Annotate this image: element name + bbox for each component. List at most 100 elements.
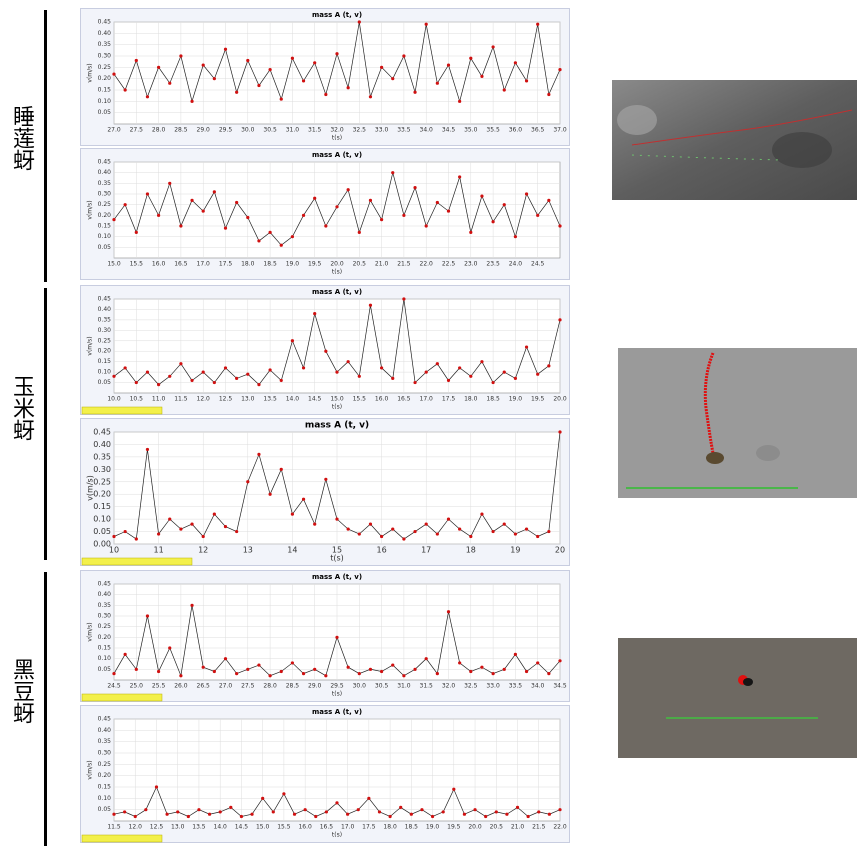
data-point [239,814,244,819]
y-tick-label: 0.05 [98,806,112,813]
aphid [743,678,753,686]
y-tick-label: 0.40 [98,306,112,313]
photo [618,638,857,758]
y-tick-label: 0.40 [98,727,112,734]
data-point [268,492,272,496]
data-point [212,190,216,194]
data-point [223,657,228,661]
data-point [480,665,484,669]
x-tick-label: 14 [287,546,297,555]
x-tick-label: 21.5 [532,824,546,831]
data-point [279,467,283,471]
data-point [268,368,272,372]
data-point [282,792,286,796]
y-tick-label: 0.25 [98,623,112,630]
data-point [290,56,294,60]
data-point [547,529,551,534]
data-point [134,380,138,385]
data-point [446,63,451,67]
data-point [524,527,529,531]
x-tick-label: 18.5 [263,261,277,268]
x-axis-label: t(s) [332,135,342,142]
x-axis-label: t(s) [332,404,342,411]
data-point [313,312,317,316]
chart-title: mass A (t, v) [312,708,362,716]
data-point [547,92,551,97]
data-point [235,672,239,676]
y-tick-label: 0.45 [93,428,111,437]
x-tick-label: 29.0 [308,683,322,690]
x-tick-label: 17.0 [197,261,211,268]
data-point [380,218,384,222]
data-point [446,378,451,383]
data-point [491,220,495,224]
data-point [212,380,216,385]
data-point [502,370,506,374]
data-point [346,188,350,192]
y-tick-label: 0.15 [98,784,112,791]
y-axis-label: v(m/s) [87,336,94,355]
data-point [558,808,562,812]
data-point [246,215,250,220]
data-point [157,383,161,387]
data-point [424,22,428,26]
x-tick-label: 18 [466,546,476,555]
data-point [268,674,272,678]
data-point [250,812,254,816]
x-tick-label: 17.0 [341,824,355,831]
data-point [547,672,551,676]
data-point [292,812,297,816]
track [703,352,715,454]
x-tick-label: 30.0 [241,127,255,134]
x-tick-label: 27.0 [107,127,121,134]
data-point [469,669,473,674]
data-point [223,366,228,370]
rock [617,105,657,135]
data-point [335,52,339,56]
data-point [201,370,205,374]
data-point [145,614,150,618]
data-point [480,194,484,198]
data-point [558,318,562,322]
y-tick-label: 0.30 [98,191,112,198]
data-point [536,213,540,217]
x-tick-label: 28.0 [152,127,166,134]
data-point [229,805,233,809]
data-point [491,45,495,49]
chart-title: mass A (t, v) [312,288,362,296]
data-point [313,667,317,671]
data-point [513,652,517,656]
data-point [145,95,150,99]
y-tick-label: 0.35 [93,452,111,461]
x-tick-label: 15.5 [277,824,291,831]
data-point [223,47,228,51]
x-tick-label: 11.5 [107,824,121,831]
x-tick-label: 21.5 [397,261,411,268]
data-point [157,532,161,536]
data-point [458,527,462,531]
x-tick-label: 32.0 [442,683,456,690]
data-point [368,95,373,99]
x-tick-label: 19.5 [308,261,322,268]
data-point [154,785,159,789]
data-point [346,812,350,816]
data-point [246,372,250,376]
data-point [558,430,562,434]
data-point [388,814,392,819]
x-tick-label: 17.5 [442,396,456,403]
x-tick-label: 36.5 [531,127,545,134]
x-tick-label: 12 [198,546,208,555]
x-tick-label: 31.5 [420,683,434,690]
data-point [271,810,275,814]
x-tick-label: 11 [154,546,164,555]
data-point [207,812,212,816]
data-point [112,812,116,816]
data-point [235,90,239,94]
data-point [246,667,250,671]
data-point [235,529,239,534]
data-point [380,534,384,539]
data-point [513,376,517,380]
data-point [377,810,382,814]
data-point [313,61,317,65]
data-point [413,667,417,671]
